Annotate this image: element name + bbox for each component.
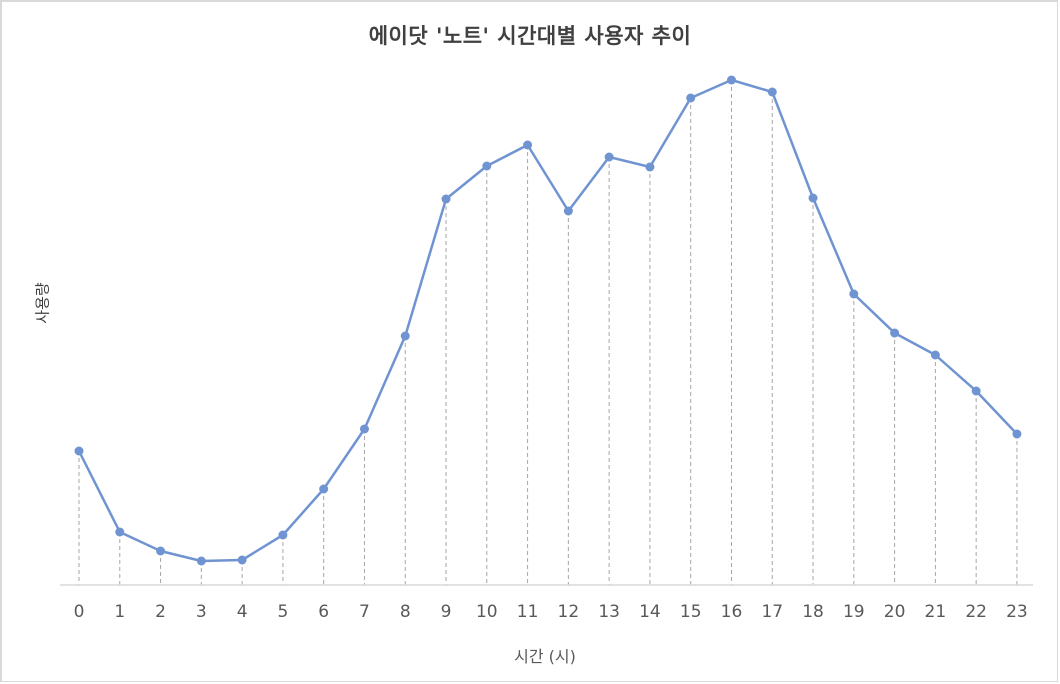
x-tick-label: 2 [155, 602, 166, 622]
x-tick-label: 14 [639, 602, 661, 622]
x-tick-label: 6 [318, 602, 329, 622]
x-tick-label: 22 [965, 602, 987, 622]
x-tick-label: 7 [359, 602, 370, 622]
x-tick-label: 5 [277, 602, 288, 622]
data-point [767, 87, 777, 97]
x-tick-label: 10 [476, 602, 498, 622]
x-tick-label: 19 [843, 602, 865, 622]
data-point [482, 161, 492, 171]
x-tick-label: 17 [761, 602, 783, 622]
x-tick-label: 18 [802, 602, 824, 622]
data-point [400, 331, 410, 341]
x-axis-ticks: 0 1 2 3 4 5 6 7 8 9 10 11 12 13 14 15 16 17 18 19 20 21 22 23 [74, 602, 1028, 622]
data-point [74, 446, 84, 456]
x-tick-label: 0 [74, 602, 85, 622]
x-tick-label: 20 [884, 602, 906, 622]
x-tick-label: 1 [114, 602, 125, 622]
data-point [849, 289, 859, 299]
data-point [686, 93, 696, 103]
data-point [156, 546, 166, 556]
x-axis-label: 시간 (시) [514, 647, 576, 666]
data-point [196, 556, 206, 566]
data-point [237, 555, 247, 565]
data-point [930, 350, 940, 360]
data-point [726, 75, 736, 85]
x-tick-label: 23 [1006, 602, 1028, 622]
data-point [971, 386, 981, 396]
data-markers [74, 75, 1022, 566]
data-point [115, 527, 125, 537]
x-tick-label: 13 [598, 602, 620, 622]
data-point [523, 140, 533, 150]
data-point [319, 484, 329, 494]
x-tick-label: 9 [441, 602, 452, 622]
data-point [563, 206, 573, 216]
x-tick-label: 15 [680, 602, 702, 622]
drop-lines [78, 80, 1018, 585]
data-point [604, 152, 614, 162]
data-point [645, 162, 655, 172]
data-point [1012, 429, 1022, 439]
x-tick-label: 12 [558, 602, 580, 622]
x-tick-label: 21 [925, 602, 947, 622]
x-tick-label: 8 [400, 602, 411, 622]
series-line [77, 78, 1018, 563]
x-tick-label: 11 [517, 602, 539, 622]
data-point [278, 530, 288, 540]
data-point [441, 194, 451, 204]
x-tick-label: 3 [196, 602, 207, 622]
x-tick-label: 4 [237, 602, 248, 622]
chart-title: 에이닷 '노트' 시간대별 사용자 추이 [368, 24, 692, 48]
data-point [808, 193, 818, 203]
data-point [359, 424, 369, 434]
data-point [890, 328, 900, 338]
x-tick-label: 16 [721, 602, 743, 622]
